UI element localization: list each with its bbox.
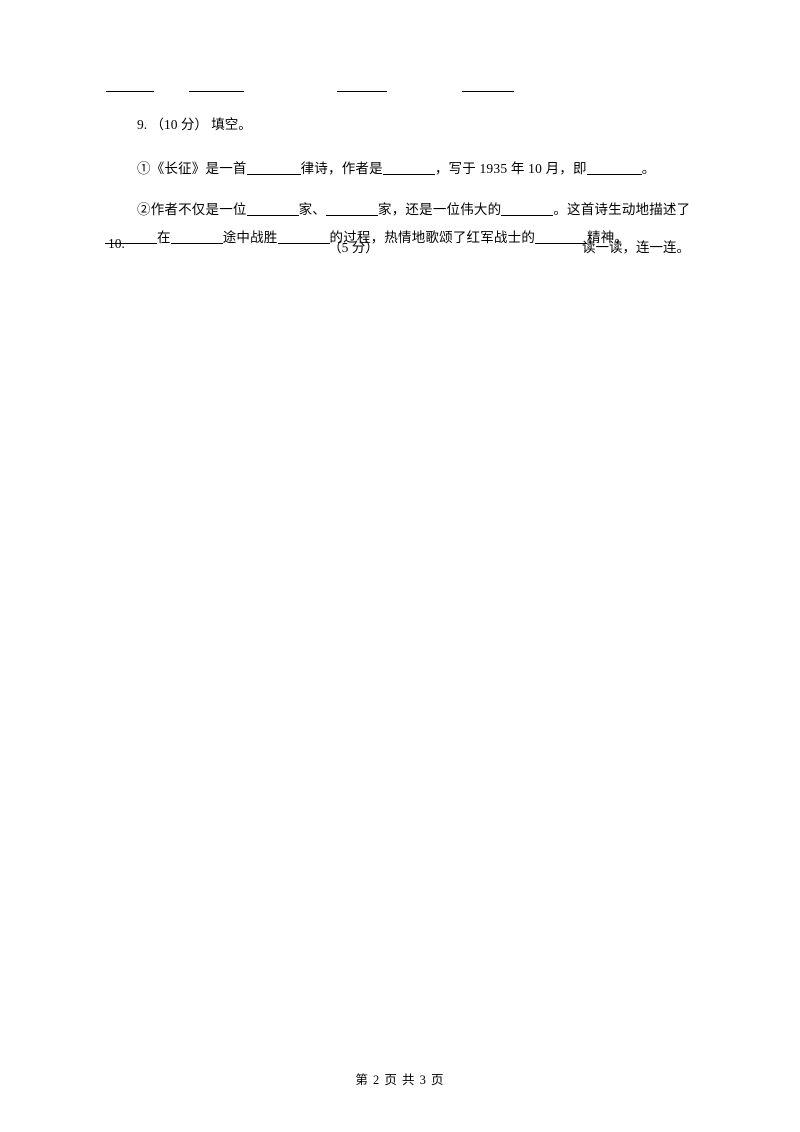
q10-number: 10. — [108, 236, 125, 256]
q9-l1-c: ，写于 1935 年 10 月，即 — [435, 161, 587, 176]
q9-header: 9. （10 分） 填空。 — [137, 112, 690, 138]
q9-l2-b: 家、 — [299, 202, 326, 217]
q10-points: （5 分） — [328, 236, 379, 256]
blank-1 — [106, 78, 154, 92]
q9-blank-l1-1 — [247, 161, 301, 175]
q9-blank-l2-2 — [326, 202, 378, 216]
q9-label: 填空。 — [211, 117, 252, 132]
q9-l2-c: 家，还是一位伟大的 — [378, 202, 501, 217]
top-blank-row — [106, 78, 514, 92]
blank-2 — [189, 78, 244, 92]
q9-line1: ①《长征》是一首 律诗，作者是 ，写于 1935 年 10 月，即 。 — [137, 156, 690, 182]
q9-points: （10 分） — [151, 117, 208, 132]
q9-blank-l2-3 — [501, 202, 553, 216]
q9-l1-d: 。 — [642, 161, 656, 176]
q9-l2-d: 。这首诗生动地描述了 — [553, 202, 690, 217]
q9-blank-l2-1 — [247, 202, 299, 216]
q9-line2: ②作者不仅是一位 家、 家，还是一位伟大的 。这首诗生动地描述了 — [137, 197, 690, 223]
q9-l1-b: 律诗，作者是 — [301, 161, 383, 176]
page-footer: 第 2 页 共 3 页 — [0, 1069, 800, 1088]
blank-3 — [337, 78, 387, 92]
blank-4 — [462, 78, 514, 92]
q9-number: 9. — [137, 117, 147, 132]
question-10: 10. （5 分） 读一读，连一连。 — [108, 236, 690, 256]
q9-blank-l1-3 — [587, 161, 642, 175]
question-9: 9. （10 分） 填空。 ①《长征》是一首 律诗，作者是 ，写于 1935 年 1… — [137, 112, 690, 251]
q9-blank-l1-2 — [383, 161, 435, 175]
q9-l1-a: ①《长征》是一首 — [137, 161, 247, 176]
q10-label: 读一读，连一连。 — [582, 236, 690, 256]
q9-l2-a: ②作者不仅是一位 — [137, 202, 247, 217]
